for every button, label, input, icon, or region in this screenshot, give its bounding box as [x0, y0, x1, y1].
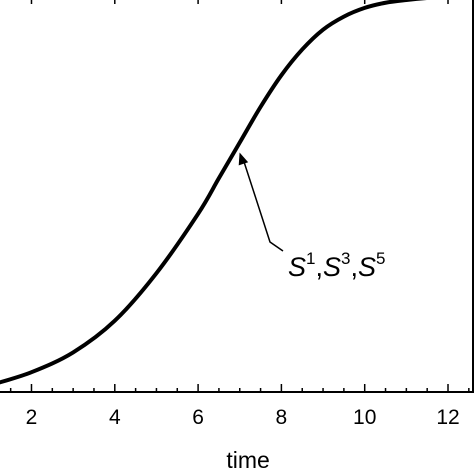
annotation-superscript: 3 [341, 249, 350, 268]
annotation-base: S [288, 252, 306, 282]
annotation-superscript: 5 [376, 249, 385, 268]
curve-annotation: S1,S3,S5 [238, 152, 385, 282]
x-tick-label: 6 [192, 406, 204, 429]
annotation-comma: , [350, 252, 358, 282]
x-tick-label: 10 [353, 406, 376, 429]
series-layer [0, 0, 428, 385]
x-tick-label: 8 [276, 406, 288, 429]
annotation-arrowhead [238, 152, 249, 166]
annotation-label: S1,S3,S5 [288, 249, 385, 282]
x-tick-label: 4 [109, 406, 121, 429]
x-tick-label: 12 [436, 406, 459, 429]
annotation-base: S [323, 252, 341, 282]
x-axis-ticks [9, 0, 470, 392]
annotation-comma: , [315, 252, 323, 282]
plot-frame [0, 0, 474, 393]
x-tick-label: 2 [26, 406, 38, 429]
axes-frame [0, 0, 474, 393]
annotation-base: S [358, 252, 376, 282]
series-line [0, 0, 428, 385]
x-axis-title: time [226, 447, 269, 473]
annotation-superscript: 1 [306, 249, 315, 268]
x-axis-tick-labels: 2 4 6 8 10 12 [26, 406, 460, 429]
annotation-arrow-line [242, 160, 284, 252]
